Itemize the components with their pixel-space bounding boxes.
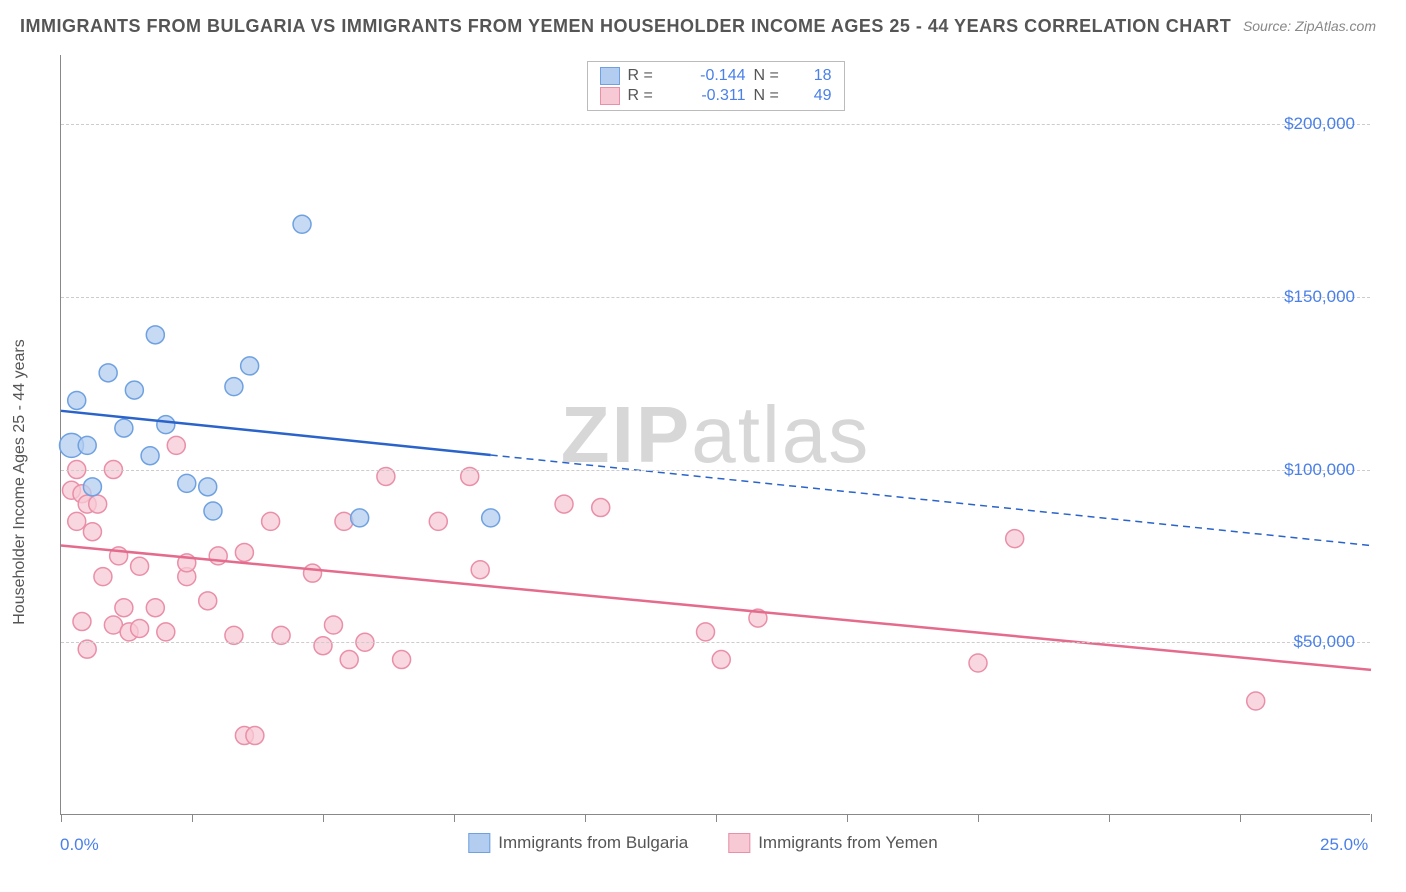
scatter-point [1006, 530, 1024, 548]
correlation-legend: R = -0.144 N = 18 R = -0.311 N = 49 [587, 61, 845, 111]
scatter-point [335, 512, 353, 530]
scatter-point [393, 651, 411, 669]
gridline [61, 297, 1370, 298]
scatter-point [592, 499, 610, 517]
legend-swatch-bulgaria [468, 833, 490, 853]
x-tick [323, 814, 324, 822]
scatter-point [131, 619, 149, 637]
n-value-yemen: 49 [802, 87, 832, 105]
scatter-point [68, 391, 86, 409]
scatter-point [1247, 692, 1265, 710]
gridline [61, 470, 1370, 471]
scatter-point [78, 436, 96, 454]
chart-title: IMMIGRANTS FROM BULGARIA VS IMMIGRANTS F… [20, 16, 1231, 37]
r-value-bulgaria: -0.144 [676, 67, 746, 85]
series-legend: Immigrants from Bulgaria Immigrants from… [468, 833, 937, 853]
scatter-point [235, 543, 253, 561]
scatter-point [324, 616, 342, 634]
scatter-point [712, 651, 730, 669]
scatter-point [94, 568, 112, 586]
legend-row-bulgaria: R = -0.144 N = 18 [600, 66, 832, 86]
trend-line-solid [61, 546, 1371, 670]
legend-label: Immigrants from Yemen [758, 833, 938, 853]
scatter-point [178, 474, 196, 492]
legend-swatch-yemen [600, 87, 620, 105]
scatter-point [555, 495, 573, 513]
scatter-point [83, 523, 101, 541]
scatter-point [340, 651, 358, 669]
n-value-bulgaria: 18 [802, 67, 832, 85]
scatter-point [304, 564, 322, 582]
x-tick [61, 814, 62, 822]
scatter-point [471, 561, 489, 579]
x-tick [716, 814, 717, 822]
n-label: N = [754, 87, 794, 105]
scatter-point [225, 378, 243, 396]
x-tick [847, 814, 848, 822]
scatter-point [199, 478, 217, 496]
scatter-point [73, 613, 91, 631]
legend-label: Immigrants from Bulgaria [498, 833, 688, 853]
x-tick [454, 814, 455, 822]
r-label: R = [628, 87, 668, 105]
r-value-yemen: -0.311 [676, 87, 746, 105]
y-tick-label: $50,000 [1294, 632, 1355, 652]
scatter-point [115, 419, 133, 437]
scatter-point [131, 557, 149, 575]
x-tick [1109, 814, 1110, 822]
scatter-point [241, 357, 259, 375]
gridline [61, 642, 1370, 643]
scatter-point [246, 727, 264, 745]
scatter-point [125, 381, 143, 399]
n-label: N = [754, 67, 794, 85]
scatter-point [68, 512, 86, 530]
chart-svg [61, 55, 1370, 814]
scatter-point [99, 364, 117, 382]
x-axis-min-label: 0.0% [60, 835, 99, 855]
scatter-point [157, 623, 175, 641]
scatter-point [157, 416, 175, 434]
scatter-point [146, 599, 164, 617]
x-axis-max-label: 25.0% [1320, 835, 1368, 855]
scatter-point [146, 326, 164, 344]
legend-swatch-yemen [728, 833, 750, 853]
legend-item-bulgaria: Immigrants from Bulgaria [468, 833, 688, 853]
scatter-point [429, 512, 447, 530]
legend-item-yemen: Immigrants from Yemen [728, 833, 938, 853]
x-tick [978, 814, 979, 822]
scatter-point [314, 637, 332, 655]
legend-row-yemen: R = -0.311 N = 49 [600, 86, 832, 106]
x-tick [1240, 814, 1241, 822]
scatter-point [697, 623, 715, 641]
y-tick-label: $100,000 [1284, 460, 1355, 480]
scatter-point [351, 509, 369, 527]
y-tick-label: $150,000 [1284, 287, 1355, 307]
scatter-point [167, 436, 185, 454]
x-tick [192, 814, 193, 822]
x-tick [1371, 814, 1372, 822]
scatter-point [204, 502, 222, 520]
legend-swatch-bulgaria [600, 67, 620, 85]
gridline [61, 124, 1370, 125]
x-tick [585, 814, 586, 822]
y-axis-title: Householder Income Ages 25 - 44 years [11, 339, 29, 625]
scatter-point [89, 495, 107, 513]
plot-area: R = -0.144 N = 18 R = -0.311 N = 49 ZIPa… [60, 55, 1370, 815]
y-tick-label: $200,000 [1284, 114, 1355, 134]
source-label: Source: ZipAtlas.com [1243, 18, 1376, 34]
scatter-point [83, 478, 101, 496]
scatter-point [262, 512, 280, 530]
scatter-point [115, 599, 133, 617]
scatter-point [199, 592, 217, 610]
r-label: R = [628, 67, 668, 85]
scatter-point [969, 654, 987, 672]
scatter-point [293, 215, 311, 233]
scatter-point [482, 509, 500, 527]
scatter-point [141, 447, 159, 465]
